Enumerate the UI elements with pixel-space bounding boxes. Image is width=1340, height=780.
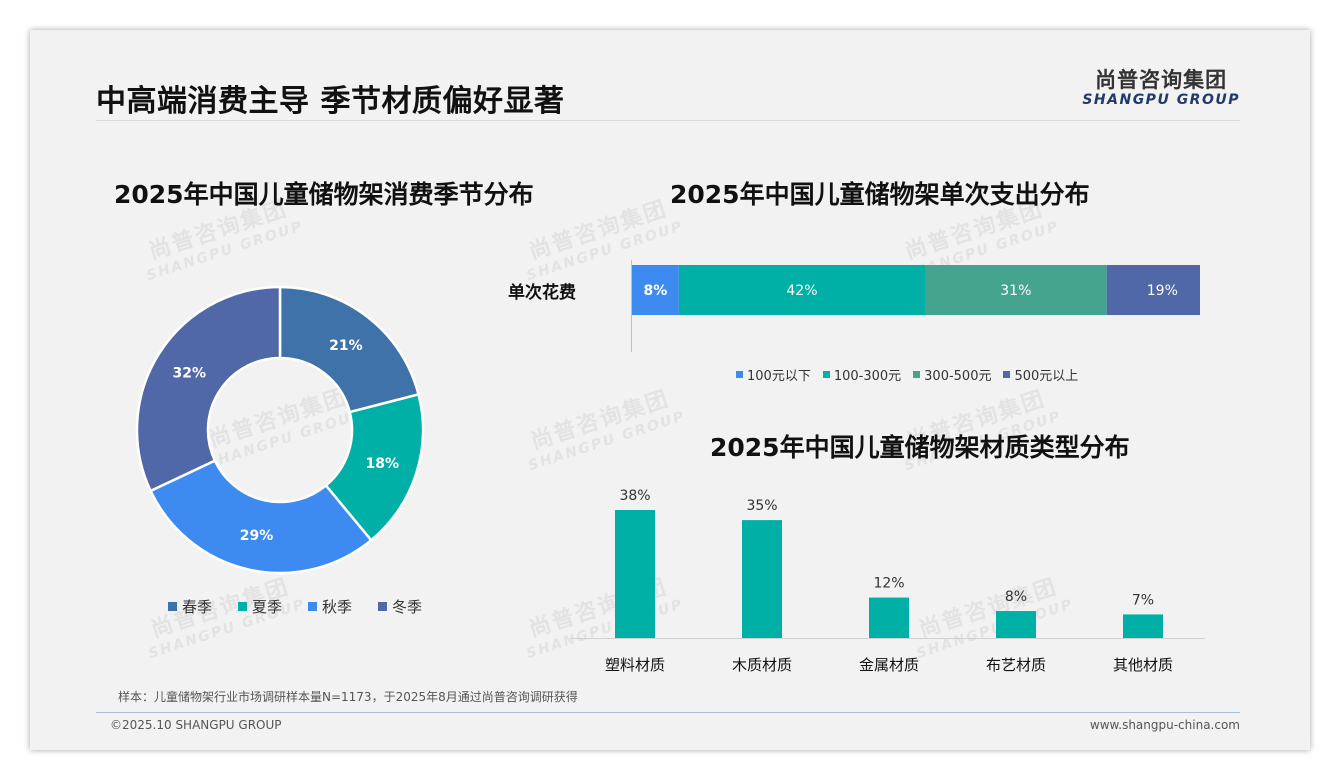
material-category-label: 其他材质 xyxy=(1113,656,1173,674)
legend-item: 300-500元 xyxy=(913,365,991,384)
watermark: 尚普咨询集团 SHANGPU GROUP xyxy=(526,386,688,475)
legend-label: 冬季 xyxy=(392,598,423,616)
legend-label: 300-500元 xyxy=(924,369,992,384)
spend-legend: 100元以下 100-300元 300-500元 500元以上 xyxy=(736,365,1090,384)
copyright: ©2025.10 SHANGPU GROUP xyxy=(110,718,282,732)
sample-footnote: 样本：儿童储物架行业市场调研样本量N=1173，于2025年8月通过尚普咨询调研… xyxy=(118,690,578,704)
stacked-segment xyxy=(1106,265,1200,315)
slide: 中高端消费主导 季节材质偏好显著 尚普咨询集团 SHANGPU GROUP 尚普… xyxy=(30,30,1310,750)
material-chart-title: 2025年中国儿童储物架材质类型分布 xyxy=(710,433,1130,462)
material-bar-value: 12% xyxy=(873,576,904,592)
legend-item: 春季 xyxy=(168,596,212,617)
legend-item: 秋季 xyxy=(308,596,352,617)
company-logo: 尚普咨询集团 SHANGPU GROUP xyxy=(1082,64,1240,108)
legend-item: 100-300元 xyxy=(822,365,902,384)
legend-label: 夏季 xyxy=(252,598,283,616)
stacked-segment-label: 19% xyxy=(1147,283,1178,299)
donut-slice xyxy=(324,392,425,542)
material-bar-chart: 38% 塑料材质 35% 木质材质 12% 金属材质 8% 布艺材质 7% 其他材质 xyxy=(570,488,1205,674)
legend-swatch xyxy=(378,602,388,611)
legend-swatch xyxy=(913,371,921,378)
stacked-segment-label: 42% xyxy=(786,283,817,299)
donut-slice-label: 18% xyxy=(365,456,399,472)
donut-slice xyxy=(148,458,373,575)
website-link[interactable]: www.shangpu-china.com xyxy=(1089,718,1240,732)
legend-swatch xyxy=(238,602,248,611)
legend-label: 春季 xyxy=(182,598,213,616)
season-chart-title: 2025年中国儿童储物架消费季节分布 xyxy=(114,180,534,209)
material-bar xyxy=(869,597,909,638)
logo-english: SHANGPU GROUP xyxy=(1082,92,1240,108)
material-bar xyxy=(996,611,1036,638)
material-category-label: 木质材质 xyxy=(732,656,792,674)
footer-divider xyxy=(96,712,1240,713)
legend-label: 500元以上 xyxy=(1014,369,1079,384)
header-divider xyxy=(96,120,1240,121)
stacked-segment xyxy=(925,265,1107,315)
stacked-segment-label: 31% xyxy=(1000,283,1031,299)
legend-swatch xyxy=(822,371,830,378)
legend-label: 100元以下 xyxy=(747,369,811,384)
logo-chinese: 尚普咨询集团 xyxy=(1095,68,1228,92)
spend-stacked-bar-chart: 8% 42% 31% 19% xyxy=(631,260,1200,352)
legend-item: 100元以下 xyxy=(736,365,811,384)
season-donut-chart: 21% 18% 29% 32% xyxy=(135,285,425,575)
donut-slice xyxy=(135,285,282,493)
material-category-label: 金属材质 xyxy=(859,656,919,674)
season-legend: 春季 夏季 秋季 冬季 xyxy=(168,596,448,617)
legend-swatch xyxy=(168,602,177,611)
donut-slice-label: 21% xyxy=(329,338,363,354)
legend-item: 夏季 xyxy=(238,596,282,617)
page-title: 中高端消费主导 季节材质偏好显著 xyxy=(96,84,565,119)
material-bar-value: 38% xyxy=(619,488,650,504)
material-bar xyxy=(1123,614,1163,638)
legend-item: 500元以上 xyxy=(1003,365,1078,384)
donut-slice-label: 32% xyxy=(172,365,206,381)
legend-item: 冬季 xyxy=(378,596,422,617)
donut-slice-label: 29% xyxy=(240,528,274,544)
material-bar-value: 35% xyxy=(746,498,777,514)
material-bar-value: 7% xyxy=(1132,592,1154,608)
stacked-segment xyxy=(632,265,679,315)
material-bar xyxy=(615,510,655,638)
legend-swatch xyxy=(736,371,743,378)
legend-label: 秋季 xyxy=(322,598,353,616)
donut-slice xyxy=(278,285,421,414)
stacked-segment xyxy=(678,265,925,315)
legend-label: 100-300元 xyxy=(833,369,902,384)
material-bar-value: 8% xyxy=(1005,589,1027,605)
legend-swatch xyxy=(1003,371,1011,378)
material-bar xyxy=(742,520,782,638)
material-category-label: 塑料材质 xyxy=(605,656,665,674)
material-category-label: 布艺材质 xyxy=(986,656,1046,674)
legend-swatch xyxy=(308,602,318,611)
stacked-bar-category-label: 单次花费 xyxy=(508,283,576,303)
stacked-segment-label: 8% xyxy=(644,283,668,299)
spend-chart-title: 2025年中国儿童储物架单次支出分布 xyxy=(670,180,1090,209)
